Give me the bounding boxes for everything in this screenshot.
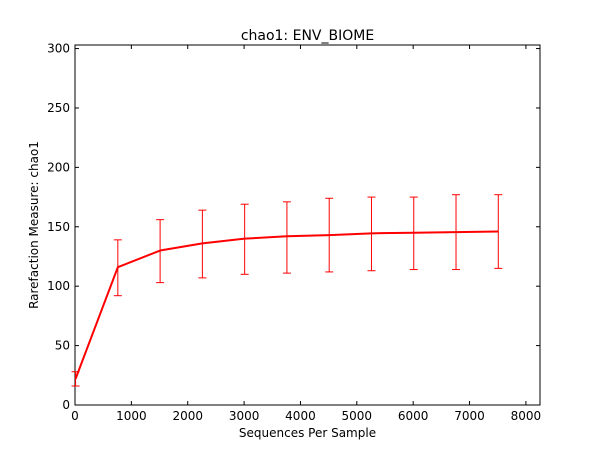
data-point — [455, 231, 457, 233]
chart-title: chao1: ENV_BIOME — [241, 28, 374, 44]
data-point — [413, 232, 415, 234]
data-point — [244, 238, 246, 240]
plot-area: 0 1000 2000 3000 4000 5000 6000 7000 8000 0 50 100 1… — [47, 42, 541, 423]
x-tick-label: 8000 — [511, 409, 542, 423]
x-axis-label: Sequences Per Sample — [239, 426, 376, 440]
y-tick-label: 50 — [55, 339, 70, 353]
x-tick-label: 7000 — [454, 409, 485, 423]
y-tick-label: 150 — [47, 220, 70, 234]
data-point — [286, 235, 288, 237]
plot-frame — [74, 44, 541, 406]
y-tick-label: 0 — [62, 398, 70, 412]
data-point — [328, 234, 330, 236]
x-tick-label: 6000 — [398, 409, 429, 423]
x-tick-label: 3000 — [229, 409, 260, 423]
x-tick-label: 4000 — [285, 409, 316, 423]
data-point — [497, 231, 499, 233]
y-axis-label: Rarefaction Measure: chao1 — [27, 141, 41, 309]
data-point — [159, 250, 161, 252]
data-point — [201, 242, 203, 244]
y-tick-label: 250 — [47, 101, 70, 115]
data-point — [117, 266, 119, 268]
y-tick-label: 200 — [47, 160, 70, 174]
x-tick-label: 0 — [71, 409, 79, 423]
data-point — [75, 378, 77, 380]
y-tick-label: 100 — [47, 279, 70, 293]
x-tick-label: 5000 — [342, 409, 373, 423]
y-tick-label: 300 — [47, 42, 70, 56]
x-tick-label: 1000 — [116, 409, 147, 423]
series-line — [74, 230, 499, 380]
data-point — [370, 232, 372, 234]
x-tick-label: 2000 — [172, 409, 203, 423]
